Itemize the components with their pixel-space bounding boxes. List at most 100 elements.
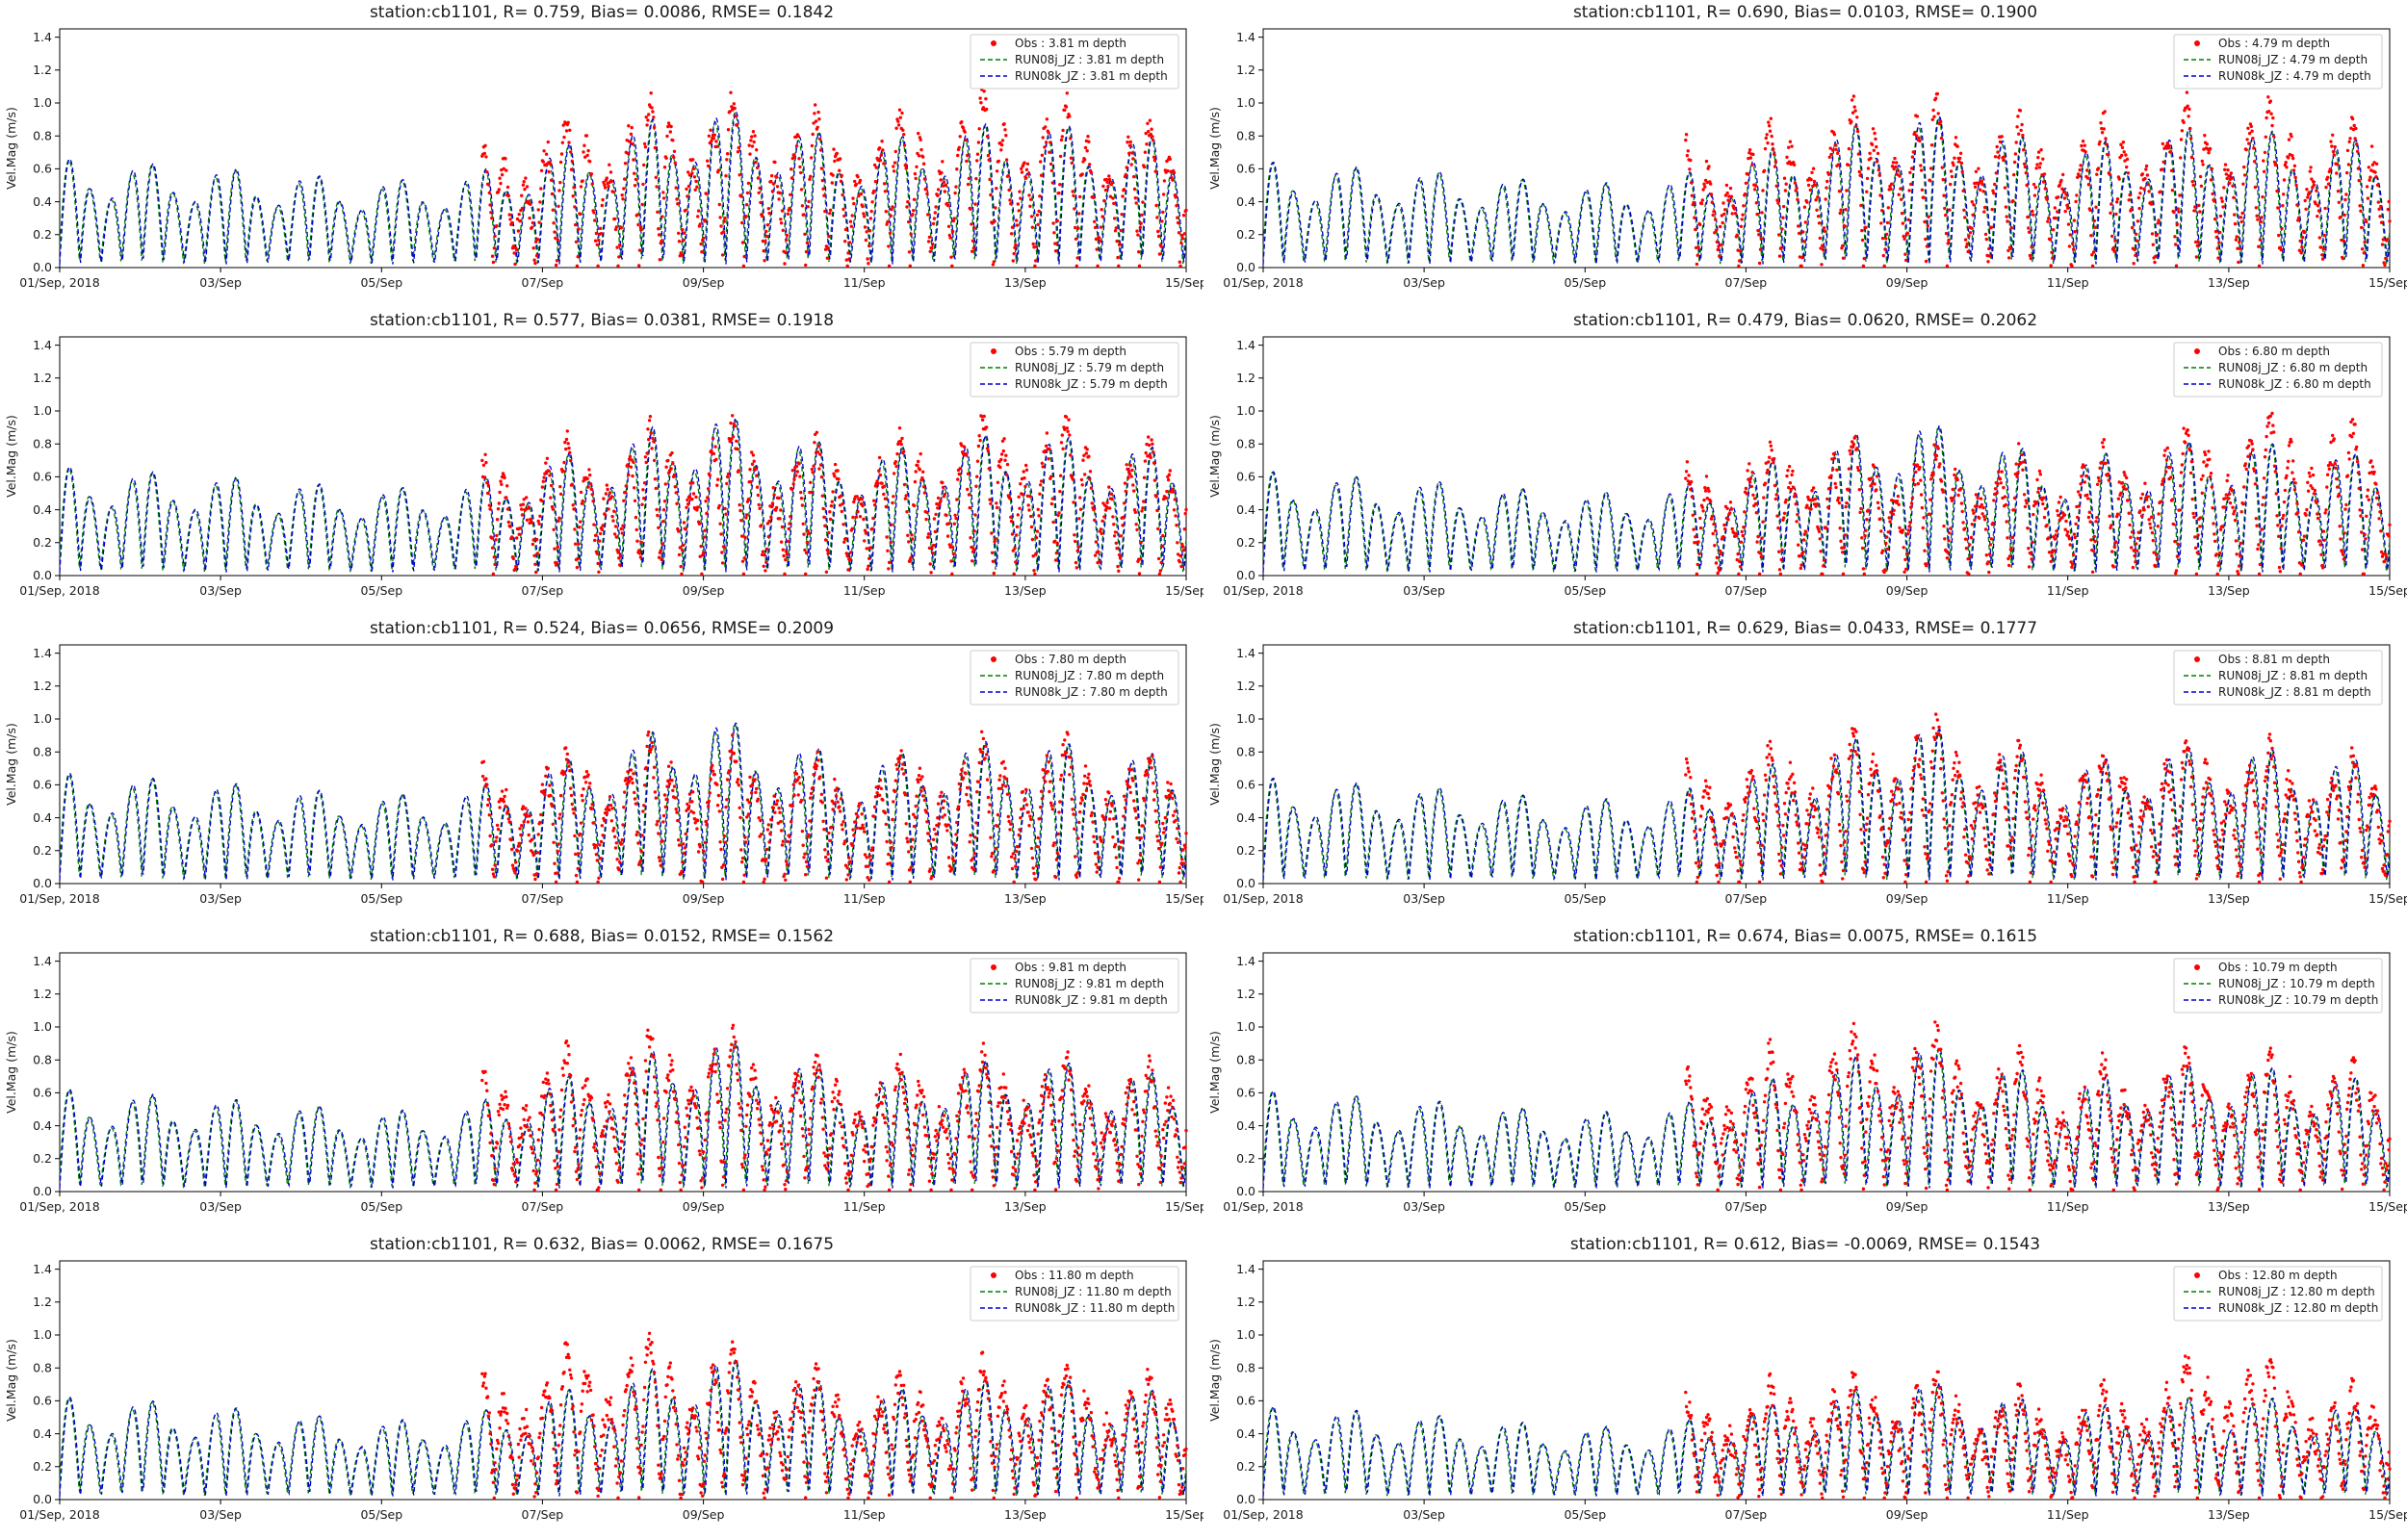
x-tick-label: 09/Sep: [683, 583, 725, 598]
x-tick-label: 09/Sep: [683, 1507, 725, 1522]
plot-canvas: 0.0 0.2 0.4 0.6 0.8 1.0 1.2 1.4 01/Sep, 2018 03/S…: [4, 336, 1204, 598]
x-tick-label: 05/Sep: [360, 1507, 402, 1522]
legend-box: [970, 34, 1179, 90]
y-tick-label: 0.4: [33, 1426, 52, 1441]
legend-marker-obs-icon: [991, 964, 996, 970]
y-tick-label: 0.6: [33, 778, 52, 792]
y-tick-label: 0.0: [1236, 1184, 1255, 1198]
x-tick-label: 15/Sep: [2368, 1199, 2407, 1214]
legend-box: [2173, 34, 2383, 90]
y-tick-label: 0.0: [33, 1492, 52, 1506]
plot-canvas: 0.0 0.2 0.4 0.6 0.8 1.0 1.2 1.4 01/Sep, 2018 03/S…: [4, 952, 1204, 1214]
y-tick-label: 0.8: [1236, 128, 1255, 142]
y-tick-label: 0.0: [33, 1184, 52, 1198]
axes-frame: [1262, 952, 2391, 1193]
x-tick-label: 13/Sep: [1004, 583, 1047, 598]
obs-dots: [1684, 712, 2392, 884]
y-tick-label: 1.4: [1236, 1262, 1255, 1276]
y-tick-label: 1.4: [1236, 338, 1255, 352]
x-tick-label: 03/Sep: [199, 1507, 242, 1522]
x-tick-label: 03/Sep: [199, 583, 242, 598]
x-tick-label: 01/Sep, 2018: [1223, 583, 1303, 598]
legend-box: [2173, 1266, 2383, 1322]
y-tick-label: 1.0: [1236, 1327, 1255, 1342]
x-tick-label: 05/Sep: [1564, 1199, 1606, 1214]
subplot-depth-4.79: station:cb1101, R= 0.690, Bias= 0.0103, …: [1204, 0, 2407, 308]
y-tick-label: 0.4: [1236, 810, 1255, 825]
y-tick-label: 0.8: [33, 128, 52, 142]
x-tick-label: 13/Sep: [2208, 275, 2250, 290]
plot-canvas: 0.0 0.2 0.4 0.6 0.8 1.0 1.2 1.4 01/Sep, 2018 03/S…: [4, 644, 1204, 906]
legend: Obs : 7.80 m depth RUN08j_JZ : 7.80 m dep…: [970, 650, 1179, 706]
y-tick-label: 0.0: [33, 260, 52, 274]
tick-marks: [1258, 345, 2391, 580]
legend: Obs : 8.81 m depth RUN08j_JZ : 8.81 m dep…: [2173, 650, 2383, 706]
y-tick-label: 1.0: [33, 711, 52, 726]
legend-label: RUN08k_JZ : 10.79 m depth: [2218, 993, 2378, 1007]
y-tick-label: 1.4: [1236, 646, 1255, 660]
y-tick-label: 0.4: [1236, 502, 1255, 517]
y-tick-label: 0.8: [33, 1360, 52, 1374]
x-tick-label: 01/Sep, 2018: [19, 891, 99, 906]
x-tick-label: 07/Sep: [1725, 891, 1768, 906]
x-tick-label: 13/Sep: [1004, 1507, 1047, 1522]
legend-marker-obs-icon: [2194, 1272, 2200, 1278]
legend-label: Obs : 6.80 m depth: [2218, 345, 2330, 358]
x-tick-label: 03/Sep: [199, 275, 242, 290]
y-tick-label: 0.4: [33, 1118, 52, 1133]
y-tick-label: 0.4: [1236, 194, 1255, 209]
x-tick-label: 03/Sep: [199, 1199, 242, 1214]
legend-label: Obs : 5.79 m depth: [1015, 345, 1126, 358]
run08k-line: [1262, 1382, 2391, 1497]
y-tick-label: 1.0: [33, 403, 52, 418]
legend-label: RUN08j_JZ : 5.79 m depth: [1015, 361, 1164, 374]
legend: Obs : 4.79 m depth RUN08j_JZ : 4.79 m dep…: [2173, 34, 2383, 90]
y-tick-label: 0.0: [1236, 568, 1255, 582]
run08k-line: [1262, 728, 2391, 881]
y-tick-label: 0.6: [33, 162, 52, 176]
y-tick-label: 1.4: [33, 954, 52, 968]
legend-marker-obs-icon: [2194, 40, 2200, 46]
panel-title: station:cb1101, R= 0.759, Bias= 0.0086, …: [369, 3, 835, 22]
panel-title: station:cb1101, R= 0.690, Bias= 0.0103, …: [1572, 3, 2038, 22]
tick-marks: [55, 653, 1187, 888]
legend-label: RUN08k_JZ : 8.81 m depth: [2218, 685, 2371, 699]
x-tick-label: 05/Sep: [1564, 891, 1606, 906]
legend-box: [970, 342, 1179, 398]
y-tick-label: 0.8: [1236, 1052, 1255, 1066]
x-tick-label: 09/Sep: [1886, 891, 1928, 906]
subplot-depth-3.81: station:cb1101, R= 0.759, Bias= 0.0086, …: [0, 0, 1204, 308]
x-tick-label: 15/Sep: [2368, 583, 2407, 598]
x-tick-label: 05/Sep: [1564, 583, 1606, 598]
run08j-line: [59, 723, 1187, 881]
y-tick-label: 0.2: [33, 535, 52, 550]
y-tick-label: 0.4: [1236, 1118, 1255, 1133]
y-tick-label: 0.2: [33, 1459, 52, 1474]
y-tick-label: 1.2: [33, 987, 52, 1001]
x-tick-label: 15/Sep: [1165, 891, 1204, 906]
x-tick-label: 11/Sep: [2047, 891, 2089, 906]
subplot-depth-11.80: station:cb1101, R= 0.632, Bias= 0.0062, …: [0, 1232, 1204, 1540]
legend-box: [970, 650, 1179, 706]
y-tick-label: 0.6: [33, 1394, 52, 1408]
x-tick-label: 11/Sep: [2047, 275, 2089, 290]
y-tick-label: 1.4: [33, 30, 52, 44]
x-tick-label: 11/Sep: [843, 1199, 886, 1214]
legend: Obs : 9.81 m depth RUN08j_JZ : 9.81 m dep…: [970, 958, 1179, 1014]
y-tick-label: 1.0: [33, 95, 52, 110]
y-tick-label: 1.4: [33, 646, 52, 660]
x-tick-label: 01/Sep, 2018: [1223, 275, 1303, 290]
legend-label: Obs : 8.81 m depth: [2218, 653, 2330, 666]
legend-marker-obs-icon: [2194, 348, 2200, 354]
run08j-line: [1262, 116, 2391, 265]
legend-label: Obs : 10.79 m depth: [2218, 961, 2338, 974]
axes-frame: [59, 644, 1187, 885]
y-tick-label: 0.6: [33, 470, 52, 484]
legend-marker-obs-icon: [2194, 964, 2200, 970]
y-tick-label: 0.2: [1236, 227, 1255, 242]
y-tick-label: 0.4: [33, 502, 52, 517]
legend-label: RUN08k_JZ : 11.80 m depth: [1015, 1301, 1175, 1315]
obs-dots: [1684, 411, 2392, 576]
x-tick-label: 13/Sep: [1004, 1199, 1047, 1214]
